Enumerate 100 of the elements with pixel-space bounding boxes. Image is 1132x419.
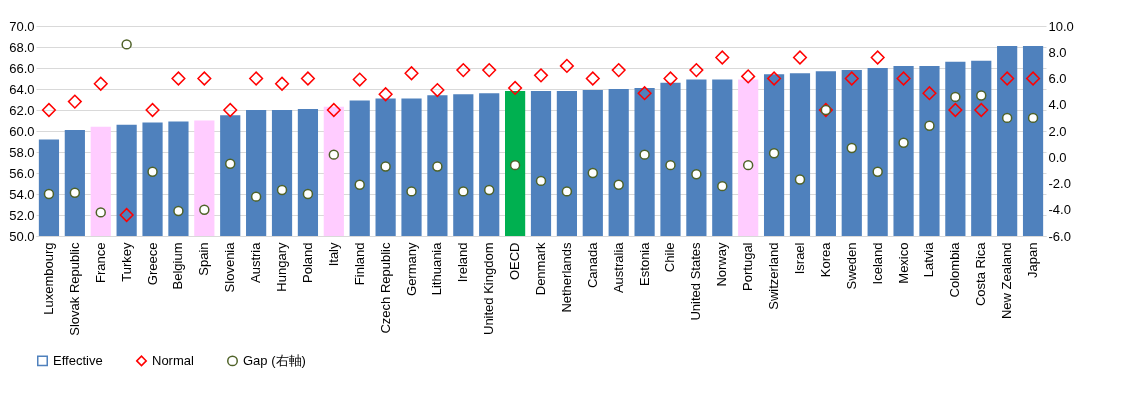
y-tick-label: 56.0 bbox=[9, 165, 35, 181]
point bbox=[378, 87, 393, 102]
x-tick-label: Portugal bbox=[740, 242, 756, 291]
x-tick-label: Korea bbox=[817, 241, 833, 278]
point bbox=[717, 180, 728, 192]
x-tick-label: Switzerland bbox=[766, 242, 782, 310]
point bbox=[715, 50, 730, 65]
x-tick-label: United States bbox=[688, 242, 704, 321]
y-tick-label: 66.0 bbox=[9, 60, 35, 76]
x-tick-label: Luxembourg bbox=[40, 242, 56, 315]
point bbox=[249, 71, 264, 86]
point bbox=[689, 63, 704, 78]
point bbox=[41, 102, 57, 118]
point bbox=[380, 161, 391, 172]
x-tick-label: Belgium bbox=[170, 242, 186, 290]
point bbox=[896, 71, 911, 86]
y-tick-label: 62.0 bbox=[9, 102, 35, 118]
point bbox=[974, 102, 989, 118]
point bbox=[328, 149, 340, 160]
point bbox=[404, 66, 419, 81]
point bbox=[274, 76, 290, 91]
point bbox=[922, 86, 937, 101]
x-tick-label: Colombia bbox=[947, 241, 963, 298]
point bbox=[430, 82, 445, 98]
x-tick-label: Mexico bbox=[895, 242, 911, 284]
y2-tick-label: 6.0 bbox=[1048, 71, 1067, 86]
x-tick-label: Estonia bbox=[636, 241, 652, 286]
y-tick-label: 64.0 bbox=[9, 81, 35, 97]
x-tick-label: Italy bbox=[325, 242, 341, 267]
point bbox=[121, 39, 132, 50]
point bbox=[561, 186, 573, 197]
point bbox=[1027, 112, 1039, 124]
point bbox=[767, 71, 782, 86]
point bbox=[741, 69, 756, 84]
y2-tick-label: -2.0 bbox=[1048, 176, 1071, 191]
x-tick-label: Czech Republic bbox=[377, 242, 393, 334]
point bbox=[768, 148, 780, 159]
point bbox=[300, 71, 315, 86]
point bbox=[611, 63, 626, 78]
point bbox=[171, 71, 186, 86]
point bbox=[742, 159, 754, 171]
point bbox=[458, 186, 469, 197]
point bbox=[950, 91, 961, 103]
x-tick-label: Canada bbox=[584, 241, 600, 289]
point bbox=[587, 167, 599, 179]
point bbox=[533, 68, 549, 83]
point bbox=[613, 179, 624, 191]
point bbox=[639, 149, 650, 160]
x-tick-label: Denmark bbox=[533, 242, 548, 296]
point bbox=[976, 90, 987, 101]
x-tick-label: Norway bbox=[714, 242, 730, 287]
point bbox=[69, 187, 81, 198]
point bbox=[1001, 112, 1013, 124]
x-tick-label: Iceland bbox=[869, 242, 885, 285]
point bbox=[354, 179, 365, 191]
x-tick-label: Lithuania bbox=[429, 241, 445, 296]
point bbox=[691, 169, 702, 180]
point bbox=[95, 207, 106, 218]
point bbox=[432, 161, 443, 172]
y-tick-label: 60.0 bbox=[9, 123, 35, 139]
point bbox=[250, 191, 262, 202]
y-tick-label: 58.0 bbox=[9, 144, 35, 160]
point bbox=[302, 188, 314, 200]
x-tick-label: Austria bbox=[248, 241, 264, 283]
y-tick-label: 70.0 bbox=[9, 18, 35, 34]
point bbox=[67, 94, 82, 109]
point bbox=[1025, 71, 1041, 86]
point bbox=[482, 63, 497, 78]
x-tick-label: New Zealand bbox=[999, 242, 1015, 320]
point bbox=[406, 186, 417, 197]
point bbox=[223, 102, 238, 118]
y-tick-label: 52.0 bbox=[9, 207, 35, 223]
y-tick-label: 50.0 bbox=[9, 228, 35, 244]
point bbox=[456, 63, 471, 78]
x-tick-label: Germany bbox=[403, 242, 419, 296]
x-tick-label: Australia bbox=[610, 241, 626, 294]
point bbox=[119, 207, 134, 223]
point bbox=[173, 205, 184, 217]
point bbox=[509, 159, 521, 171]
x-tick-label: Slovenia bbox=[222, 241, 238, 293]
point bbox=[93, 76, 108, 91]
x-tick-label: Finland bbox=[351, 242, 367, 286]
legend-label: Effective bbox=[53, 352, 103, 368]
x-tick-label: Israel bbox=[791, 242, 807, 275]
x-tick-label: United Kingdom bbox=[481, 242, 497, 335]
point bbox=[792, 50, 808, 65]
legend-label: Normal bbox=[152, 352, 195, 368]
point bbox=[225, 158, 236, 170]
point bbox=[535, 175, 547, 187]
y2-tick-label: -4.0 bbox=[1048, 202, 1071, 218]
x-tick-label: Japan bbox=[1025, 242, 1041, 278]
point bbox=[276, 184, 288, 196]
point bbox=[948, 102, 963, 118]
x-tick-label: Sweden bbox=[843, 242, 859, 290]
point bbox=[43, 188, 55, 200]
point bbox=[508, 80, 523, 96]
x-tick-label: Turkey bbox=[118, 242, 134, 282]
point bbox=[147, 166, 158, 177]
point bbox=[326, 102, 341, 118]
x-tick-label: Spain bbox=[196, 242, 212, 276]
